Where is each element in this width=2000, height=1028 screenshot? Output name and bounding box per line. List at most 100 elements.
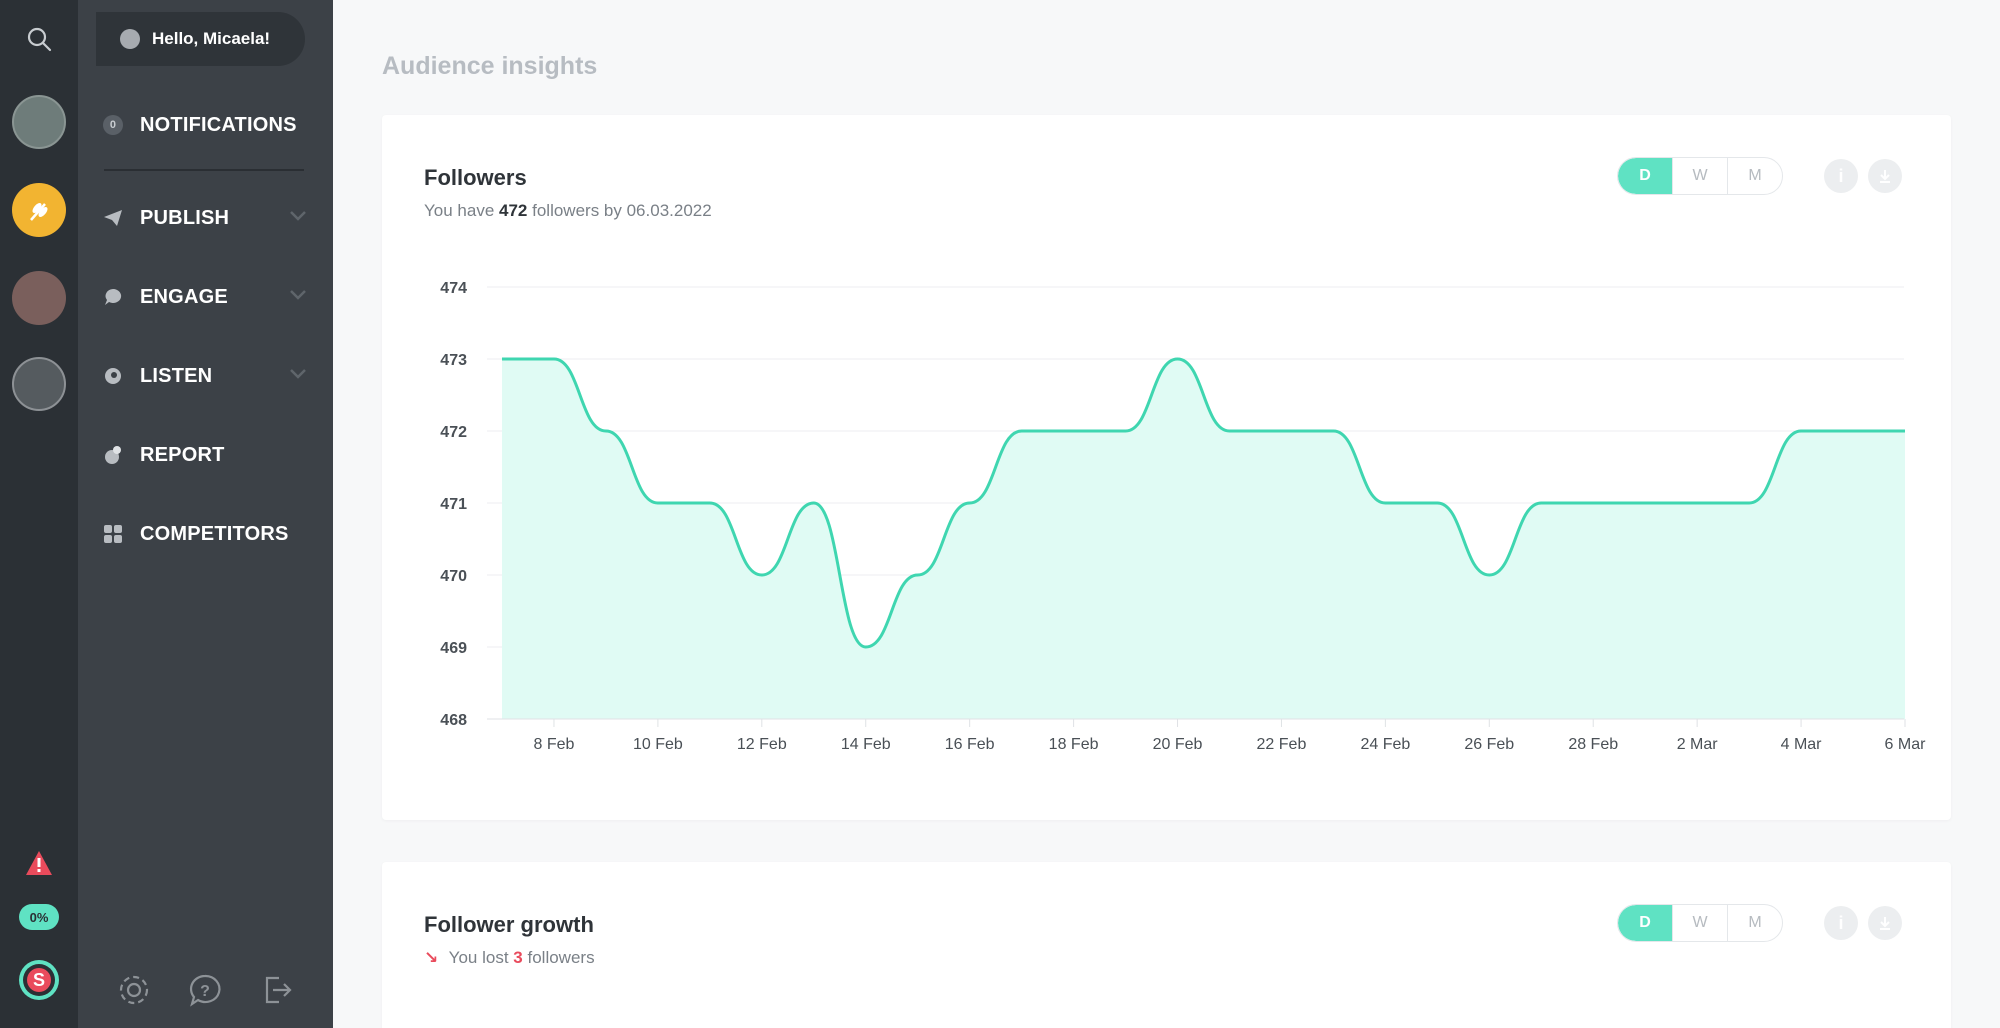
follower-growth-card: Follower growth ↘ You lost 3 followers D…	[382, 862, 1951, 1028]
paper-plane-icon	[102, 207, 124, 229]
x-tick-label: 26 Feb	[1464, 736, 1514, 753]
followers-chart: 468 469 470 471 472 473 474 8 Feb 10 Feb 12 Feb 14…	[440, 280, 1927, 753]
x-tick-label: 28 Feb	[1568, 736, 1618, 753]
page-title: Audience insights	[382, 52, 598, 80]
period-day-button[interactable]: D	[1618, 158, 1673, 194]
growth-period-month-button[interactable]: M	[1748, 914, 1762, 931]
followers-card: Followers You have 472 followers by 06.0…	[382, 115, 1951, 820]
growth-download-button[interactable]	[1868, 906, 1902, 940]
logo-s-icon: S	[27, 968, 51, 992]
info-button[interactable]: i	[1824, 159, 1858, 193]
chevron-down-icon	[290, 369, 306, 379]
growth-title: Follower growth	[424, 912, 594, 937]
x-tick-label: 4 Mar	[1781, 736, 1823, 753]
y-tick-label: 474	[440, 280, 467, 297]
nav-label: ENGAGE	[140, 285, 228, 308]
quota-badge: 0%	[19, 904, 59, 930]
series-line	[502, 357, 1905, 649]
user-avatar	[120, 29, 140, 49]
x-tick-label: 24 Feb	[1360, 736, 1410, 753]
growth-period-day-button[interactable]: D	[1618, 905, 1673, 941]
grid-icon	[102, 523, 124, 545]
download-button[interactable]	[1868, 159, 1902, 193]
growth-info-button[interactable]: i	[1824, 906, 1858, 940]
warning-button[interactable]	[12, 836, 66, 890]
brand-logo[interactable]: S	[19, 960, 59, 1000]
y-tick-label: 472	[440, 424, 467, 441]
summary-prefix: You have	[424, 201, 495, 220]
badge-icon: 0	[102, 114, 124, 136]
y-tick-label: 468	[440, 712, 467, 729]
wheat-icon	[30, 203, 48, 221]
growth-prefix: You lost	[448, 948, 509, 967]
followers-title: Followers	[424, 165, 527, 190]
period-month-button[interactable]: M	[1748, 167, 1762, 184]
account-avatar-4[interactable]	[12, 357, 66, 411]
nav-competitors[interactable]: COMPETITORS	[78, 512, 333, 556]
x-tick-label: 10 Feb	[633, 736, 683, 753]
search-button[interactable]	[12, 12, 66, 66]
growth-summary: ↘ You lost 3 followers	[424, 948, 595, 968]
period-selector: D W M	[1617, 157, 1783, 195]
x-tick-label: 6 Mar	[1885, 736, 1927, 753]
main-content: Audience insights Followers You have 472…	[333, 0, 2000, 1028]
followers-summary: You have 472 followers by 06.03.2022	[424, 201, 712, 221]
pie-chart-icon	[102, 444, 124, 466]
gear-icon[interactable]	[116, 972, 152, 1008]
x-tick-label: 16 Feb	[945, 736, 995, 753]
nav-engage[interactable]: ENGAGE	[78, 275, 333, 319]
x-tick-label: 14 Feb	[841, 736, 891, 753]
nav-notifications[interactable]: 0 NOTIFICATIONS	[78, 103, 333, 147]
info-icon: i	[1838, 165, 1844, 186]
nav-publish[interactable]: PUBLISH	[78, 196, 333, 240]
logout-icon[interactable]	[259, 972, 295, 1008]
x-tick-label: 8 Feb	[534, 736, 575, 753]
growth-count: 3	[513, 948, 523, 967]
chevron-down-icon	[290, 211, 306, 221]
nav-bottom-tools: ?	[78, 972, 333, 1008]
nav-report[interactable]: REPORT	[78, 433, 333, 477]
nav-label: PUBLISH	[140, 206, 230, 229]
growth-suffix: followers	[527, 948, 595, 967]
account-avatar-1[interactable]	[12, 95, 66, 149]
followers-count: 472	[499, 201, 528, 220]
notifications-count: 0	[103, 115, 123, 135]
x-tick-label: 2 Mar	[1677, 736, 1719, 753]
nav-label: LISTEN	[140, 364, 213, 387]
y-tick-label: 471	[440, 496, 467, 513]
download-icon	[1880, 917, 1890, 930]
app-rail: 0% S	[0, 0, 78, 1028]
nav-panel: Hello, Micaela! 0 NOTIFICATIONS PUBLISH …	[78, 0, 333, 1028]
chevron-down-icon	[290, 290, 306, 300]
svg-text:?: ?	[201, 983, 211, 1000]
account-avatar-3[interactable]	[12, 271, 66, 325]
info-icon: i	[1838, 912, 1844, 933]
greeting-text: Hello, Micaela!	[152, 29, 271, 48]
help-icon[interactable]: ?	[187, 972, 223, 1008]
y-tick-label: 473	[440, 352, 467, 369]
x-tick-label: 22 Feb	[1257, 736, 1307, 753]
summary-suffix: followers by 06.03.2022	[532, 201, 712, 220]
y-tick-label: 469	[440, 640, 467, 657]
nav-label: NOTIFICATIONS	[140, 113, 297, 136]
account-avatar-2[interactable]	[12, 183, 66, 237]
area-fill	[502, 359, 1905, 719]
y-tick-label: 470	[440, 568, 467, 585]
chat-bubble-icon	[102, 286, 124, 308]
search-icon	[27, 27, 52, 52]
x-tick-label: 12 Feb	[737, 736, 787, 753]
growth-period-week-button[interactable]: W	[1673, 905, 1728, 941]
nav-divider	[104, 169, 304, 171]
growth-period-selector: D W M	[1617, 904, 1783, 942]
x-tick-label: 18 Feb	[1049, 736, 1099, 753]
down-arrow-icon: ↘	[424, 948, 439, 967]
nav-listen[interactable]: LISTEN	[78, 354, 333, 398]
warning-icon	[26, 851, 52, 875]
nav-label: REPORT	[140, 443, 225, 466]
x-tick-label: 20 Feb	[1153, 736, 1203, 753]
ear-icon	[102, 365, 124, 387]
user-greeting[interactable]: Hello, Micaela!	[96, 12, 305, 66]
nav-label: COMPETITORS	[140, 522, 289, 545]
download-icon	[1880, 170, 1890, 183]
period-week-button[interactable]: W	[1673, 158, 1728, 194]
